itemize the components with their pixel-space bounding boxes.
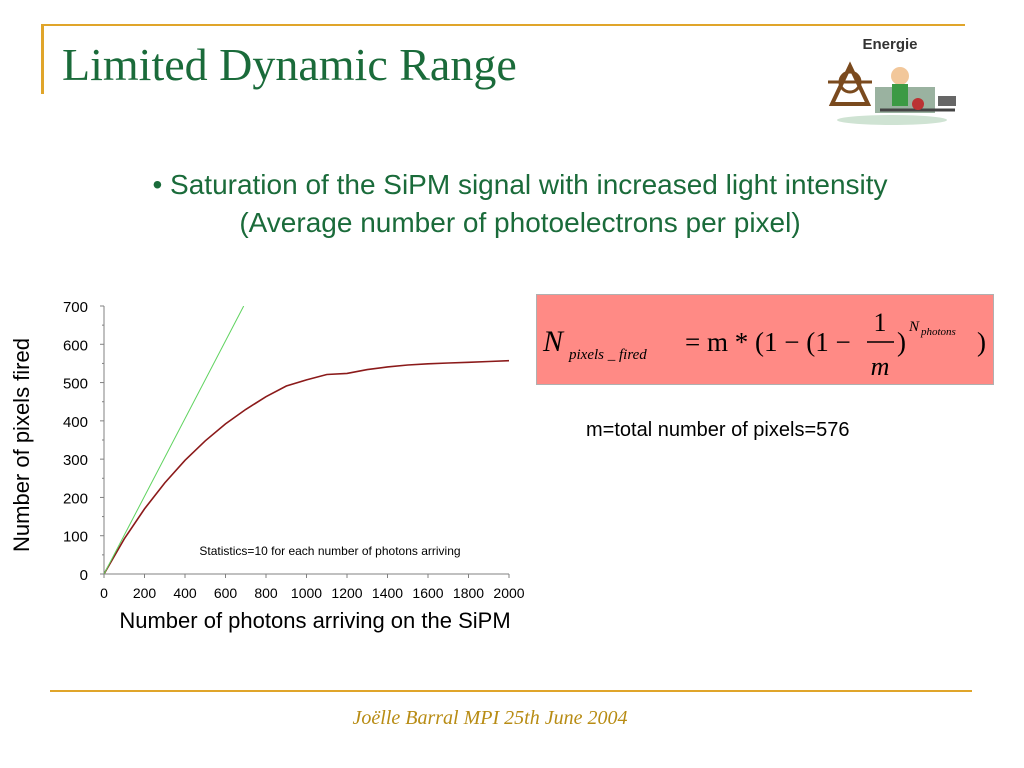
chart-annotation: Statistics=10 for each number of photons… bbox=[199, 544, 460, 558]
y-tick-label: 400 bbox=[63, 414, 88, 431]
y-tick-label: 600 bbox=[63, 337, 88, 354]
formula-frac-den: m bbox=[871, 352, 890, 381]
formula-frac-num: 1 bbox=[874, 308, 887, 337]
bullet-text: • Saturation of the SiPM signal with inc… bbox=[60, 166, 980, 242]
x-tick-label: 600 bbox=[214, 585, 238, 601]
y-tick-label: 0 bbox=[80, 567, 88, 584]
x-tick-label: 0 bbox=[100, 585, 108, 601]
formula-N: N bbox=[542, 325, 565, 358]
footer-text: Joëlle Barral MPI 25th June 2004 bbox=[352, 707, 628, 729]
x-tick-label: 200 bbox=[133, 585, 157, 601]
top-rule bbox=[43, 24, 965, 26]
y-tick-label: 200 bbox=[63, 490, 88, 507]
formula-exp-N: N bbox=[908, 319, 920, 335]
x-tick-label: 1000 bbox=[291, 585, 322, 601]
formula-box: N pixels _ fired = m * (1 − (1 − 1 m ) N… bbox=[536, 294, 994, 385]
y-tick-label: 100 bbox=[63, 529, 88, 546]
x-tick-label: 800 bbox=[254, 585, 278, 601]
formula-rhs: = m * (1 − (1 − bbox=[685, 327, 851, 357]
x-tick-label: 1600 bbox=[412, 585, 443, 601]
y-axis-title: Number of pixels fired bbox=[9, 338, 34, 552]
x-tick-label: 2000 bbox=[493, 585, 524, 601]
series-line-1 bbox=[104, 306, 245, 574]
x-tick-label: 1200 bbox=[331, 585, 362, 601]
formula-n-subscript: pixels _ fired bbox=[568, 347, 647, 363]
formula-exp-sub: photons bbox=[920, 326, 956, 338]
y-tick-label: 300 bbox=[63, 452, 88, 469]
bottom-rule bbox=[50, 690, 972, 692]
bullet-line-1: • Saturation of the SiPM signal with inc… bbox=[152, 169, 888, 200]
pixel-count-note: m=total number of pixels=576 bbox=[586, 419, 850, 441]
slide-title: Limited Dynamic Range bbox=[62, 39, 517, 90]
bullet-line-2: (Average number of photoelectrons per pi… bbox=[239, 207, 801, 238]
y-tick-label: 500 bbox=[63, 376, 88, 393]
series-line-0 bbox=[104, 359, 510, 574]
formula: N pixels _ fired = m * (1 − (1 − 1 m ) N… bbox=[542, 308, 986, 381]
x-axis-title: Number of photons arriving on the SiPM bbox=[119, 608, 511, 633]
x-tick-label: 1800 bbox=[453, 585, 484, 601]
energie-logo: Energie bbox=[820, 32, 970, 130]
formula-close-outer: ) bbox=[977, 327, 986, 357]
logo-text: Energie bbox=[862, 36, 917, 53]
y-tick-label: 700 bbox=[63, 299, 88, 316]
x-tick-label: 1400 bbox=[372, 585, 403, 601]
formula-close-inner: ) bbox=[897, 327, 906, 357]
title-accent-rule bbox=[41, 24, 44, 94]
x-tick-label: 400 bbox=[173, 585, 197, 601]
